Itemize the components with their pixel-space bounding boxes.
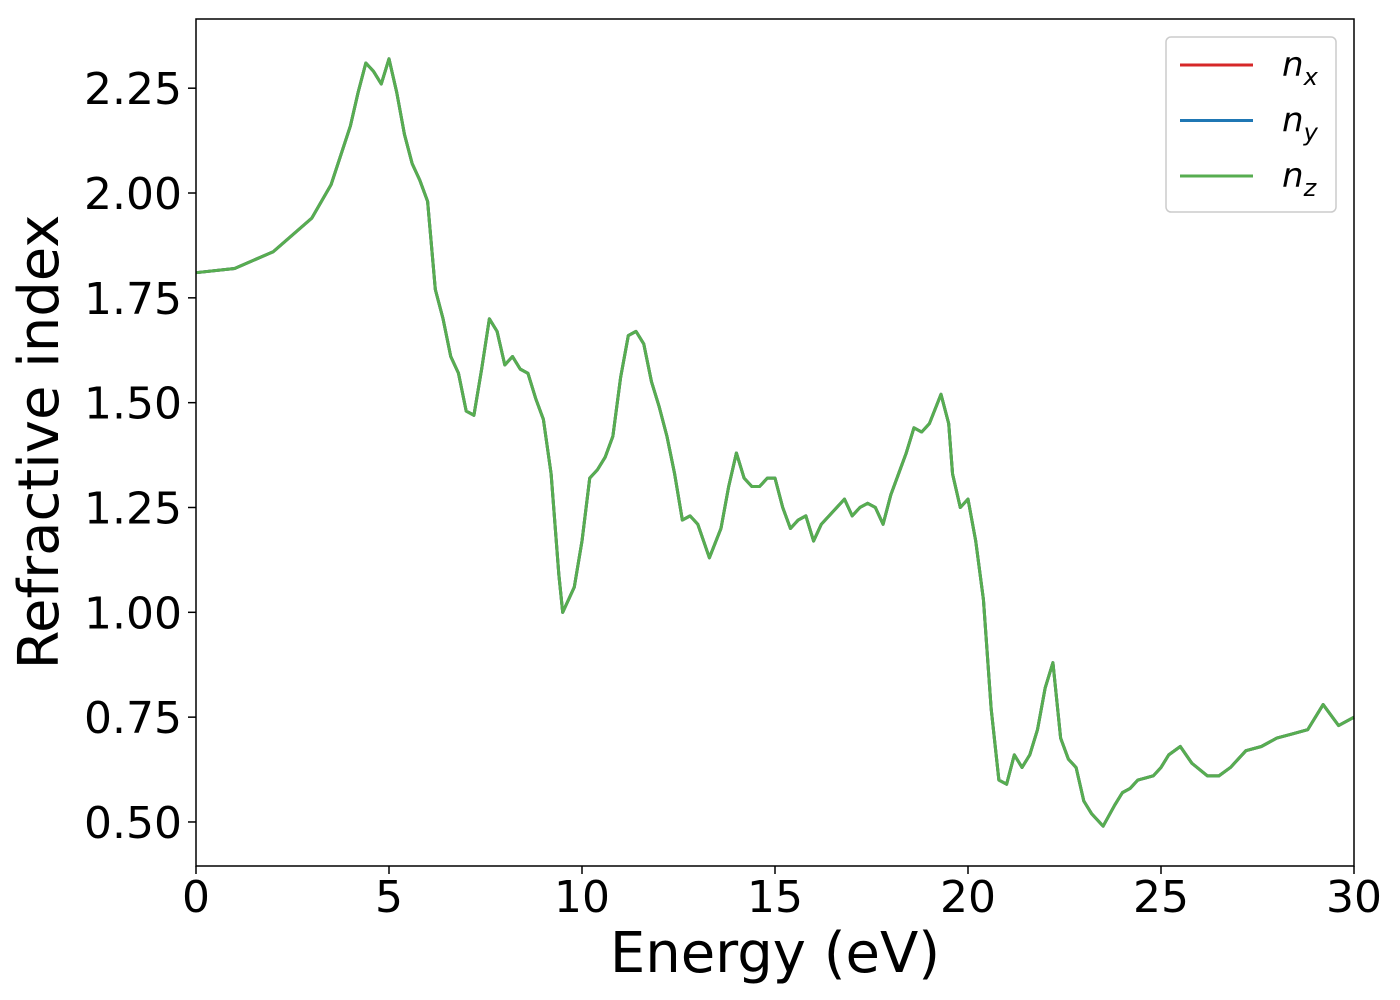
y-tick-label: 2.00 <box>84 169 182 220</box>
y-tick-label: 2.25 <box>84 64 182 115</box>
legend-box <box>1165 36 1337 213</box>
legend-label: nz <box>1282 156 1318 202</box>
y-tick-label: 1.25 <box>84 483 182 534</box>
plot-frame <box>195 18 1355 867</box>
x-tick-label: 30 <box>1326 872 1382 923</box>
y-tick-label: 1.75 <box>84 274 182 325</box>
legend: nx ny nz <box>1165 36 1337 213</box>
legend-label: ny <box>1282 101 1319 147</box>
x-tick-label: 20 <box>940 872 996 923</box>
x-tick-label: 10 <box>554 872 610 923</box>
x-tick-label: 5 <box>375 872 403 923</box>
series-line <box>195 57 1355 828</box>
x-tick-label: 15 <box>747 872 803 923</box>
y-tick-label: 0.50 <box>84 798 182 849</box>
y-axis-label: Refractive index <box>7 215 72 670</box>
x-tick-label: 25 <box>1133 872 1189 923</box>
y-tick-label: 0.75 <box>84 693 182 744</box>
legend-label: nx <box>1282 45 1319 91</box>
x-tick-label: 0 <box>182 872 210 923</box>
x-axis-label: Energy (eV) <box>610 921 940 986</box>
y-tick-label: 1.00 <box>84 588 182 639</box>
y-tick-label: 1.50 <box>84 379 182 430</box>
